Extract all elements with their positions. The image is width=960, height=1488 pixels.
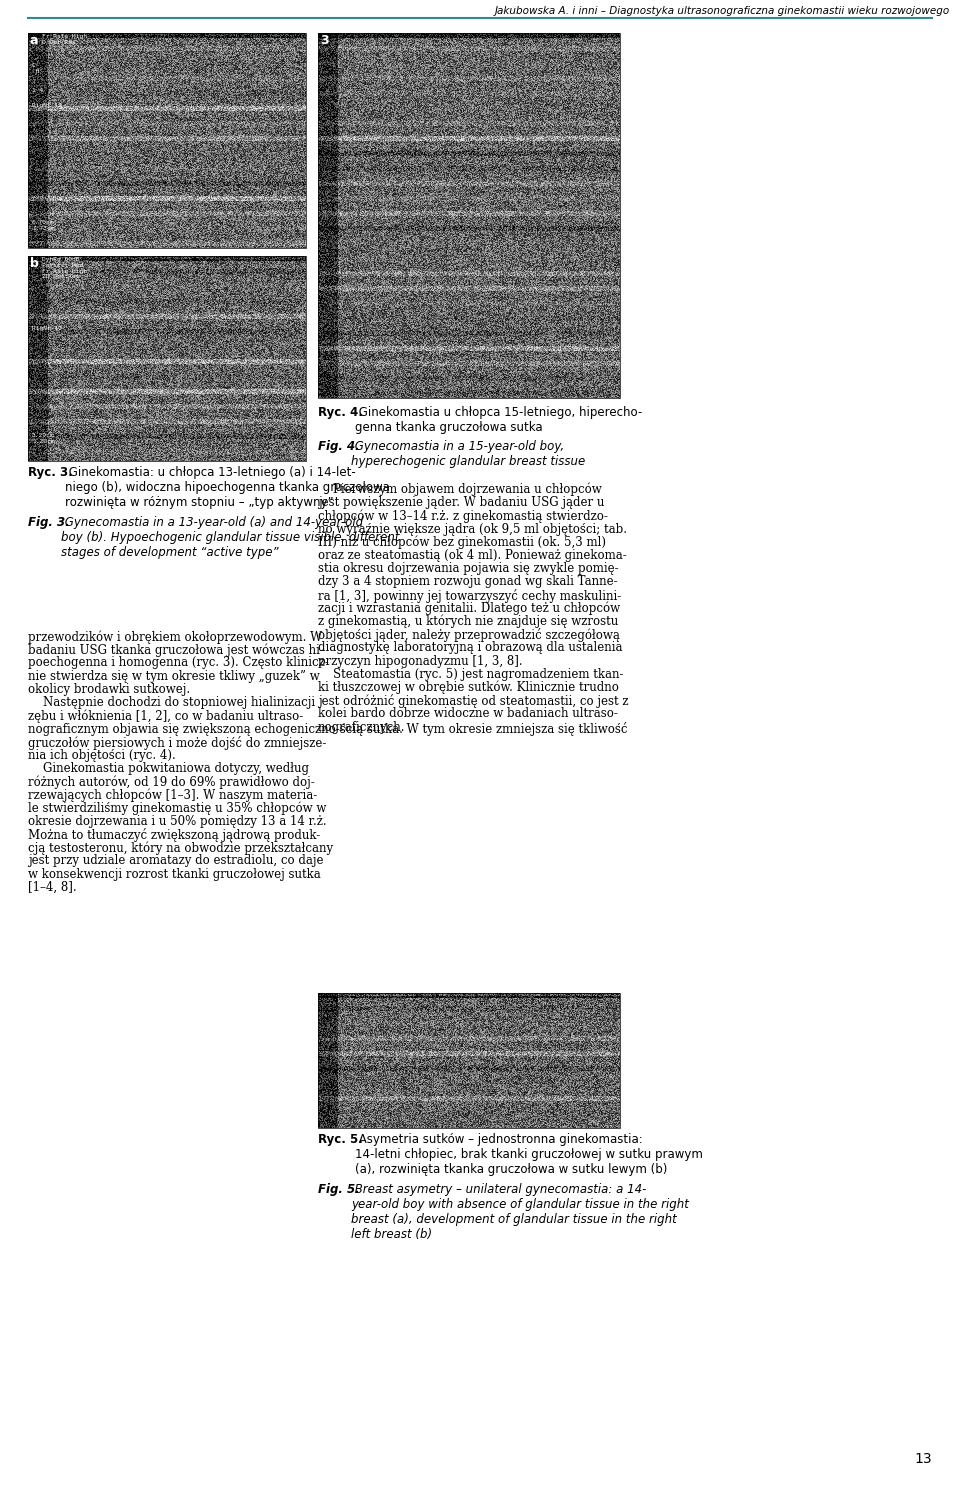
Text: b: b bbox=[30, 257, 38, 269]
Text: Fig. 3.: Fig. 3. bbox=[28, 516, 70, 530]
Text: no wyraźnie większe jądra (ok 9,5 ml objętości; tab.: no wyraźnie większe jądra (ok 9,5 ml obj… bbox=[318, 522, 627, 536]
Text: ra [1, 3], powinny jej towarzyszyć cechy maskulini-: ra [1, 3], powinny jej towarzyszyć cechy… bbox=[318, 589, 621, 603]
Text: 0.70cm
1.73cm: 0.70cm 1.73cm bbox=[32, 220, 55, 231]
Text: 1 4: 1 4 bbox=[32, 88, 43, 92]
Text: 13: 13 bbox=[914, 1452, 932, 1466]
Text: [1–4, 8].: [1–4, 8]. bbox=[28, 881, 77, 894]
Text: zacji i wzrastania genitalii. Dlatego też u chłopców: zacji i wzrastania genitalii. Dlatego te… bbox=[318, 601, 620, 616]
Text: oraz ze steatomastią (ok 4 ml). Ponieważ ginekoma-: oraz ze steatomastią (ok 4 ml). Ponieważ… bbox=[318, 549, 627, 562]
Text: stia okresu dojrzewania pojawia się zwykle pomię-: stia okresu dojrzewania pojawia się zwyk… bbox=[318, 562, 618, 576]
Text: C
 H: C H bbox=[32, 62, 39, 74]
Text: badaniu USG tkanka gruczołowa jest wówczas hi-: badaniu USG tkanka gruczołowa jest wówcz… bbox=[28, 643, 324, 656]
Text: objętości jąder, należy przeprowadzić szczegółową: objętości jąder, należy przeprowadzić sz… bbox=[318, 628, 620, 643]
Text: Fig. 4.: Fig. 4. bbox=[318, 440, 360, 452]
Text: Breast asymetry – unilateral gynecomastia: a 14-
year-old boy with absence of gl: Breast asymetry – unilateral gynecomasti… bbox=[351, 1183, 689, 1241]
Text: RigNt 12: RigNt 12 bbox=[32, 326, 62, 330]
Text: Fr Rate High
D Opt:Res: Fr Rate High D Opt:Res bbox=[42, 34, 87, 45]
Text: chłopców w 13–14 r.ż. z ginekomastią stwierdzo-: chłopców w 13–14 r.ż. z ginekomastią stw… bbox=[318, 509, 608, 522]
Text: z ginekomastią, u których nie znajduje się wzrostu: z ginekomastią, u których nie znajduje s… bbox=[318, 615, 618, 628]
Text: Pierwszym objawem dojrzewania u chłopców: Pierwszym objawem dojrzewania u chłopców bbox=[318, 484, 602, 497]
Text: 3: 3 bbox=[320, 34, 328, 48]
Text: Można to tłumaczyć zwiększoną jądrową produk-: Można to tłumaczyć zwiększoną jądrową pr… bbox=[28, 827, 321, 842]
Text: okresie dojrzewania i u 50% pomiędzy 13 a 14 r.ż.: okresie dojrzewania i u 50% pomiędzy 13 … bbox=[28, 815, 326, 827]
Text: gruczołów piersiowych i może dojść do zmniejsze-: gruczołów piersiowych i może dojść do zm… bbox=[28, 735, 326, 750]
Text: Asymetria sutków – jednostronna ginekomastia:
14-letni chłopiec, brak tkanki gru: Asymetria sutków – jednostronna ginekoma… bbox=[355, 1132, 703, 1176]
Text: Jakubowska A. i inni – Diagnostyka ultrasonograficzna ginekomastii wieku rozwojo: Jakubowska A. i inni – Diagnostyka ultra… bbox=[494, 6, 950, 16]
Text: nie stwierdza się w tym okresie tkliwy „guzek” w: nie stwierdza się w tym okresie tkliwy „… bbox=[28, 670, 320, 683]
Text: różnych autorów, od 19 do 69% prawidłowo doj-: różnych autorów, od 19 do 69% prawidłowo… bbox=[28, 775, 315, 789]
Text: jest powiększenie jąder. W badaniu USG jąder u: jest powiększenie jąder. W badaniu USG j… bbox=[318, 496, 605, 509]
Text: Ginekomastia: u chłopca 13-letniego (a) i 14-let-
niego (b), widoczna hipoechoge: Ginekomastia: u chłopca 13-letniego (a) … bbox=[65, 466, 390, 509]
Text: Gynecomastia in a 15-year-old boy,
hyperechogenic glandular breast tissue: Gynecomastia in a 15-year-old boy, hyper… bbox=[351, 440, 586, 469]
Text: RigNt 12: RigNt 12 bbox=[32, 103, 62, 109]
Text: Ginekomastia pokwitaniowa dotyczy, według: Ginekomastia pokwitaniowa dotyczy, wedłu… bbox=[28, 762, 309, 775]
Text: nia ich objętości (ryc. 4).: nia ich objętości (ryc. 4). bbox=[28, 748, 176, 762]
Text: Steatomastia (ryc. 5) jest nagromadzeniem tkan-: Steatomastia (ryc. 5) jest nagromadzenie… bbox=[318, 668, 623, 682]
Text: DynRg 60dB
Persist Med
Fr Rate High
2D Opt:Res: DynRg 60dB Persist Med Fr Rate High 2D O… bbox=[42, 257, 87, 280]
Text: rzewających chłopców [1–3]. W naszym materia-: rzewających chłopców [1–3]. W naszym mat… bbox=[28, 789, 317, 802]
Text: Następnie dochodzi do stopniowej hialinizacji: Następnie dochodzi do stopniowej hialini… bbox=[28, 696, 315, 708]
Text: a: a bbox=[30, 34, 38, 48]
Text: Ryc. 5.: Ryc. 5. bbox=[318, 1132, 363, 1146]
Text: III) niż u chłopców bez ginekomastii (ok. 5,3 ml): III) niż u chłopców bez ginekomastii (ok… bbox=[318, 536, 606, 549]
Text: Ryc. 4.: Ryc. 4. bbox=[318, 406, 363, 420]
Text: przyczyn hipogonadyzmu [1, 3, 8].: przyczyn hipogonadyzmu [1, 3, 8]. bbox=[318, 655, 522, 668]
Text: Ginekomastia u chłopca 15-letniego, hiperecho-
genna tkanka gruczołowa sutka: Ginekomastia u chłopca 15-letniego, hipe… bbox=[355, 406, 642, 434]
Text: 3.29cm
1.20cm: 3.29cm 1.20cm bbox=[32, 433, 55, 443]
Text: Fig. 5.: Fig. 5. bbox=[318, 1183, 360, 1196]
Text: le stwierdziliśmy ginekomastię u 35% chłopców w: le stwierdziliśmy ginekomastię u 35% chł… bbox=[28, 802, 326, 815]
Bar bbox=[318, 33, 620, 397]
Text: jest odróżnić ginekomastię od steatomastii, co jest z: jest odróżnić ginekomastię od steatomast… bbox=[318, 695, 629, 708]
Text: cją testosteronu, który na obwodzie przekształcany: cją testosteronu, który na obwodzie prze… bbox=[28, 841, 333, 854]
Text: diagnostykę laboratoryjną i obrazową dla ustalenia: diagnostykę laboratoryjną i obrazową dla… bbox=[318, 641, 622, 655]
Text: ki tłuszczowej w obrębie sutków. Klinicznie trudno: ki tłuszczowej w obrębie sutków. Klinicz… bbox=[318, 682, 619, 695]
Bar bbox=[28, 33, 306, 248]
Text: poechogenna i homogenna (ryc. 3). Często klinicz-: poechogenna i homogenna (ryc. 3). Często… bbox=[28, 656, 328, 670]
Text: w konsekwencji rozrost tkanki gruczołowej sutka: w konsekwencji rozrost tkanki gruczołowe… bbox=[28, 868, 321, 881]
Text: dzy 3 a 4 stopniem rozwoju gonad wg skali Tanne-: dzy 3 a 4 stopniem rozwoju gonad wg skal… bbox=[318, 576, 617, 588]
Text: Gynecomastia in a 13-year-old (a) and 14-year-old
boy (b). Hypoechogenic glandul: Gynecomastia in a 13-year-old (a) and 14… bbox=[61, 516, 399, 559]
Text: Ryc. 3.: Ryc. 3. bbox=[28, 466, 73, 479]
Text: kolei bardo dobrze widoczne w badaniach ultraso-: kolei bardo dobrze widoczne w badaniach … bbox=[318, 707, 618, 720]
Bar bbox=[318, 992, 620, 1128]
Bar bbox=[28, 256, 306, 461]
Text: przewodzików i obrękiem okołoprzewodowym. W: przewodzików i obrękiem okołoprzewodowym… bbox=[28, 629, 323, 643]
Text: nograficznym objawia się zwiększoną echogeniczno-ścią sutka. W tym okresie zmnie: nograficznym objawia się zwiększoną echo… bbox=[28, 722, 628, 737]
Text: zębu i włóknienia [1, 2], co w badaniu ultraso-: zębu i włóknienia [1, 2], co w badaniu u… bbox=[28, 710, 303, 723]
Text: okolicy brodawki sutkowej.: okolicy brodawki sutkowej. bbox=[28, 683, 190, 696]
Text: nograficznych.: nograficznych. bbox=[318, 720, 405, 734]
Text: jest przy udziale aromatazy do estradiolu, co daje: jest przy udziale aromatazy do estradiol… bbox=[28, 854, 324, 868]
